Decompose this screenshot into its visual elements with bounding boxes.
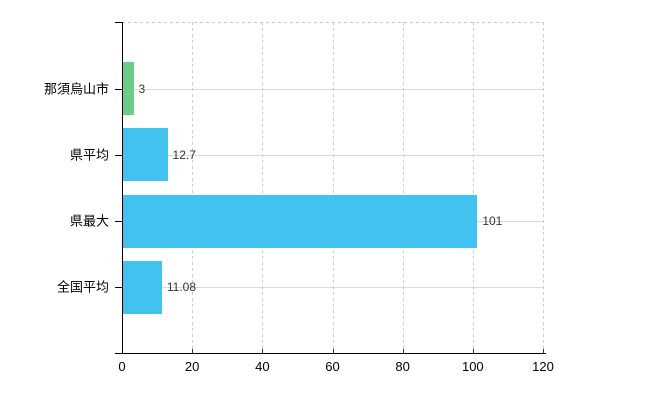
value-label: 12.7	[172, 147, 196, 162]
vertical-gridline	[262, 22, 264, 353]
category-label: 那須烏山市	[43, 81, 109, 96]
bar	[123, 194, 478, 248]
plot-top-border	[122, 22, 543, 23]
x-tick-label: 80	[395, 359, 410, 374]
x-axis-tick	[402, 349, 404, 353]
x-tick-label: 40	[255, 359, 270, 374]
y-axis-tick	[115, 154, 122, 156]
y-axis-top-tick	[115, 22, 122, 23]
y-axis-line	[122, 22, 123, 354]
vertical-gridline	[332, 22, 334, 353]
y-axis-tick	[115, 221, 122, 223]
y-axis-tick	[115, 88, 122, 90]
category-label: 県最大	[69, 213, 109, 229]
x-tick-label: 100	[461, 359, 484, 374]
y-axis-tick	[115, 287, 122, 289]
x-axis-tick	[472, 349, 474, 353]
plot-right-border	[543, 22, 544, 353]
x-axis-tick	[192, 349, 194, 353]
x-axis-tick	[262, 349, 264, 353]
x-tick-label: 60	[325, 359, 340, 374]
vertical-gridline	[472, 22, 474, 353]
value-label: 101	[482, 214, 503, 229]
x-tick-label: 0	[118, 359, 126, 374]
category-label: 県平均	[69, 147, 109, 163]
bar	[123, 62, 134, 115]
x-axis-tick	[543, 349, 544, 353]
vertical-gridline	[402, 22, 404, 353]
x-axis-tick	[332, 349, 334, 353]
x-tick-label: 20	[184, 359, 200, 374]
bar	[123, 128, 168, 182]
value-label: 3	[138, 81, 146, 96]
value-label: 11.08	[166, 280, 196, 295]
x-axis-line	[115, 353, 546, 354]
vertical-gridline	[192, 22, 194, 353]
bar	[123, 260, 162, 314]
x-tick-label: 120	[532, 359, 554, 374]
category-label: 全国平均	[56, 279, 109, 295]
